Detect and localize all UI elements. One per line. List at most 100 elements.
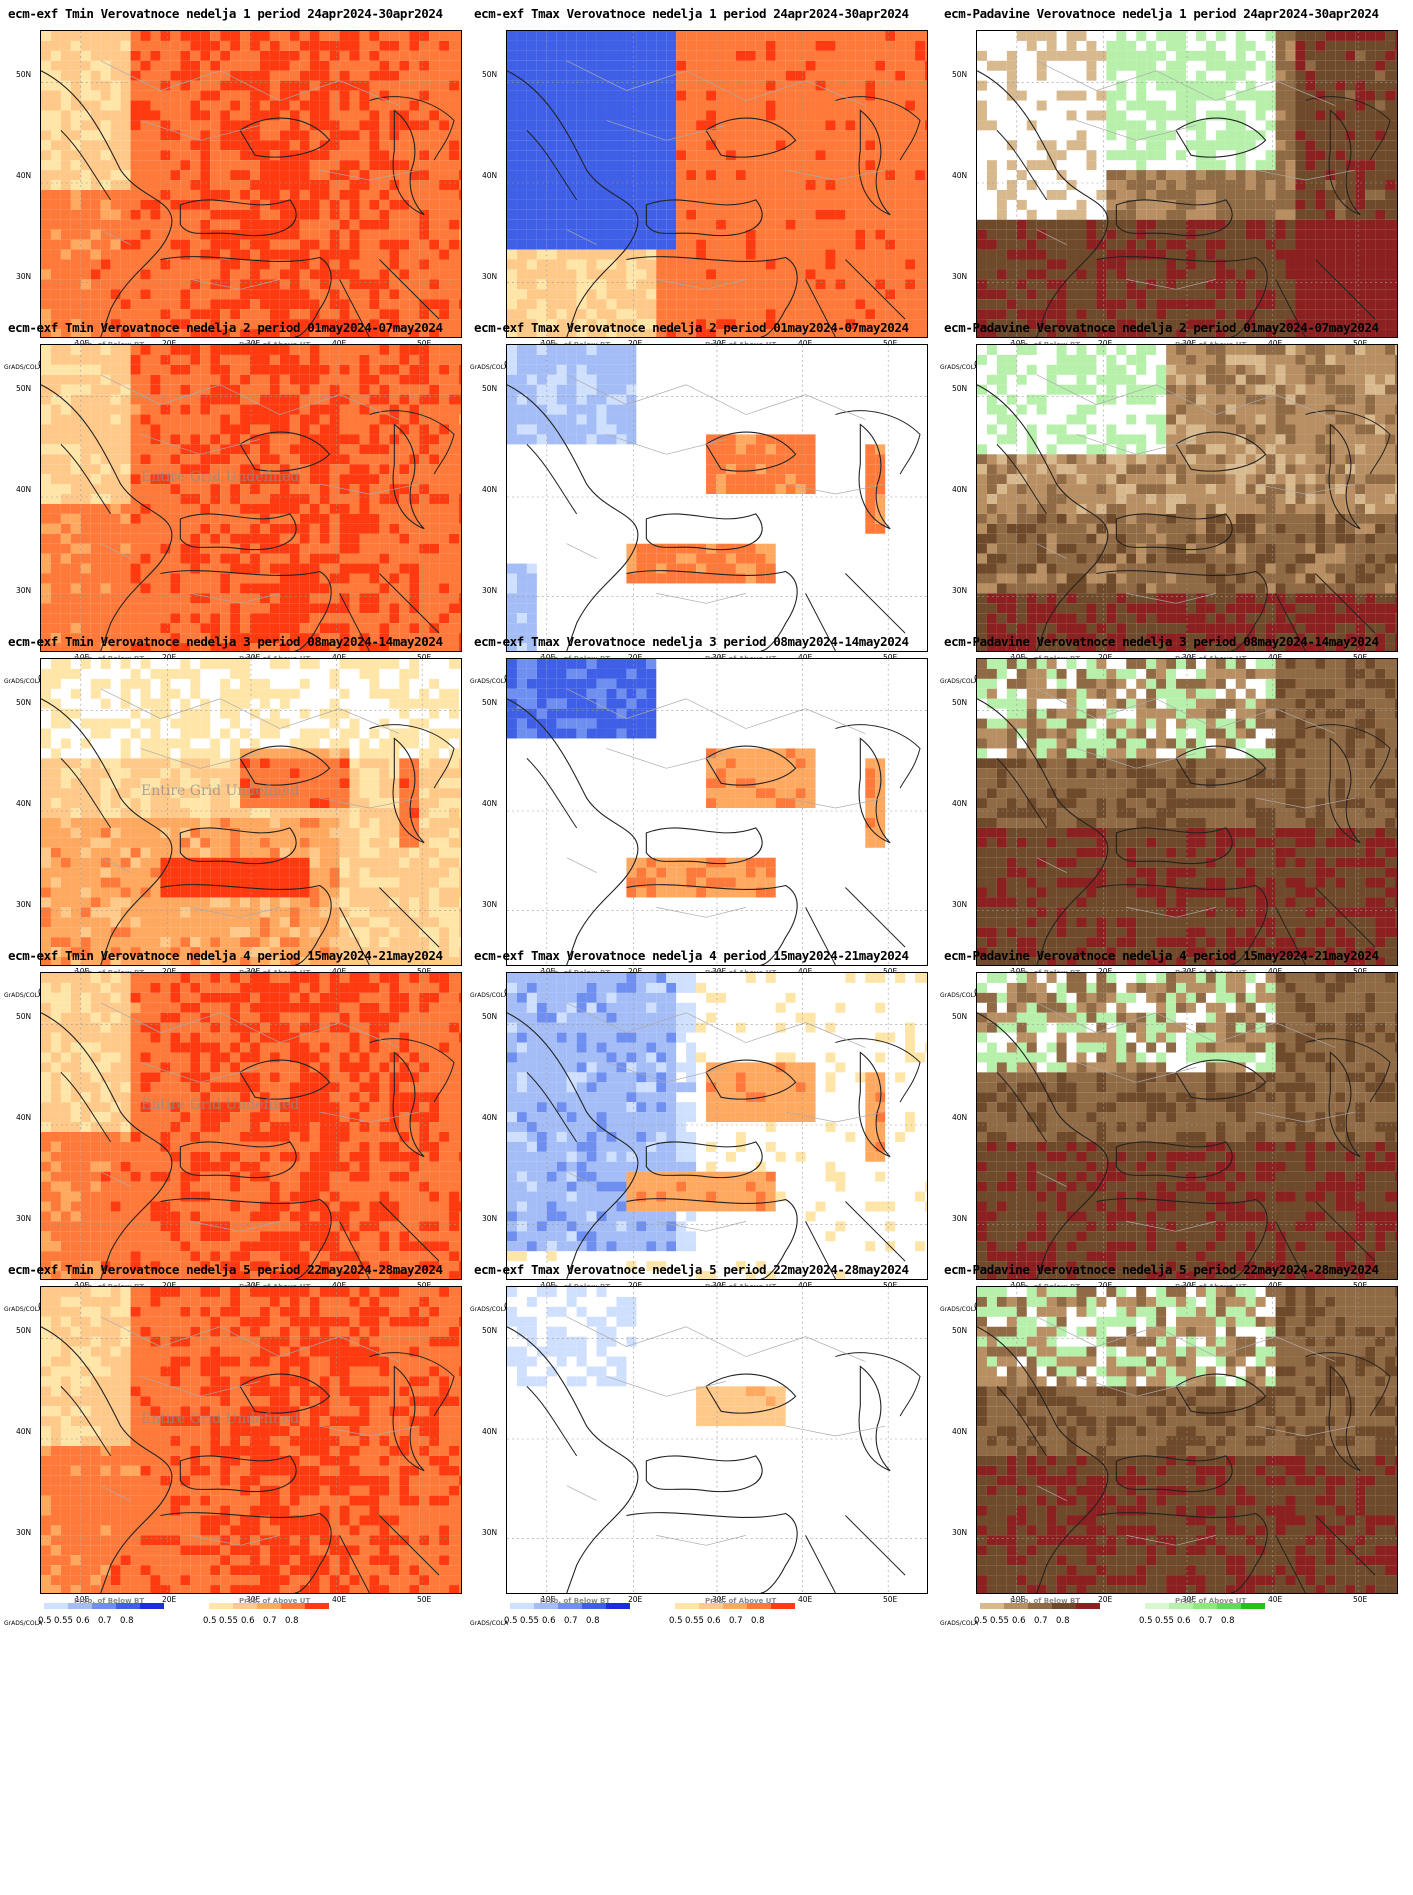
longitude-tick-label: 20E	[162, 339, 176, 348]
probability-map	[976, 30, 1398, 338]
colorbar-value: 0.6	[1177, 1616, 1191, 1626]
longitude-tick-label: 40E	[332, 653, 346, 662]
panel-title: ecm-Padavine Verovatnoce nedelja 5 perio…	[944, 1262, 1379, 1277]
latitude-tick-label: 50N	[952, 384, 968, 393]
latitude-tick-label: 40N	[952, 485, 968, 494]
grads-credit: GrADS/COLA	[940, 678, 979, 685]
latitude-tick-label: 40N	[16, 799, 32, 808]
longitude-tick-label: 10E	[541, 339, 555, 348]
colorbar-swatch	[675, 1603, 699, 1609]
longitude-tick-label: 20E	[628, 339, 642, 348]
undefined-grid-overlay: Entire Grid Undefined	[141, 1097, 300, 1113]
forecast-panel: ecm-exf Tmax Verovatnoce nedelja 1 perio…	[470, 0, 930, 376]
longitude-tick-label: 40E	[798, 653, 812, 662]
grads-credit: GrADS/COLA	[470, 678, 509, 685]
colorbar-value: 0.6	[241, 1616, 255, 1626]
longitude-tick-label: 40E	[798, 967, 812, 976]
probability-map	[976, 972, 1398, 1280]
longitude-tick-label: 30E	[246, 1595, 261, 1604]
colorbar-swatch	[140, 1603, 164, 1609]
longitude-tick-label: 10E	[541, 1595, 556, 1604]
longitude-tick-label: 40E	[332, 967, 346, 976]
latitude-tick-label: 30N	[16, 1214, 32, 1223]
probability-map	[40, 30, 462, 338]
latitude-tick-label: 30N	[482, 1528, 498, 1537]
colorbar-swatch	[534, 1603, 558, 1609]
colorbar-value: 0.8	[1056, 1616, 1070, 1626]
colorbar-swatch	[44, 1603, 68, 1609]
panel-title: ecm-Padavine Verovatnoce nedelja 1 perio…	[944, 6, 1379, 21]
longitude-tick-label: 50E	[1353, 653, 1367, 662]
longitude-tick-label: 50E	[883, 339, 897, 348]
forecast-panel: ecm-Padavine Verovatnoce nedelja 4 perio…	[940, 942, 1400, 1318]
longitude-tick-label: 50E	[1353, 967, 1367, 976]
forecast-panel: ecm-exf Tmax Verovatnoce nedelja 2 perio…	[470, 314, 930, 690]
longitude-tick-label: 20E	[1098, 1281, 1112, 1290]
latitude-tick-label: 30N	[482, 272, 498, 281]
probability-map	[506, 658, 928, 966]
longitude-tick-label: 40E	[332, 1595, 347, 1604]
undefined-grid-overlay: Entire Grid Undefined	[141, 1411, 300, 1427]
longitude-tick-label: 30E	[712, 1281, 726, 1290]
colorbar-swatch	[1193, 1603, 1217, 1609]
longitude-tick-label: 10E	[541, 967, 555, 976]
longitude-tick-label: 20E	[628, 967, 642, 976]
forecast-panel: ecm-exf Tmin Verovatnoce nedelja 4 perio…	[4, 942, 464, 1318]
colorbar-below	[510, 1603, 630, 1609]
undefined-grid-overlay: Entire Grid Undefined	[141, 469, 300, 485]
longitude-tick-label: 10E	[1011, 339, 1025, 348]
longitude-tick-label: 50E	[1353, 1281, 1367, 1290]
colorbar-swatch	[1241, 1603, 1265, 1609]
forecast-panel: ecm-exf Tmin Verovatnoce nedelja 5 perio…	[4, 1256, 464, 1632]
longitude-tick-label: 30E	[1182, 967, 1196, 976]
latitude-tick-label: 40N	[482, 1113, 498, 1122]
colorbar-title: Prob. of Above UT	[1175, 1597, 1247, 1605]
colorbar-value: 0.6	[1012, 1616, 1026, 1626]
colorbar-title: Prob. of Above UT	[705, 1597, 777, 1605]
colorbar-value: 0.55	[990, 1616, 1009, 1626]
colorbar-swatch	[1004, 1603, 1028, 1609]
colorbar-value: 0.7	[98, 1616, 112, 1626]
panel-title: ecm-exf Tmin Verovatnoce nedelja 1 perio…	[8, 6, 443, 21]
longitude-tick-label: 50E	[417, 967, 431, 976]
longitude-tick-label: 40E	[1268, 1595, 1283, 1604]
colorbar-value: 0.8	[120, 1616, 134, 1626]
latitude-tick-label: 30N	[482, 1214, 498, 1223]
latitude-tick-label: 50N	[952, 70, 968, 79]
longitude-tick-label: 50E	[883, 1281, 897, 1290]
colorbar-above	[209, 1603, 329, 1609]
latitude-tick-label: 40N	[482, 171, 498, 180]
latitude-tick-label: 50N	[482, 698, 498, 707]
longitude-tick-label: 20E	[1098, 653, 1112, 662]
longitude-tick-label: 10E	[75, 967, 89, 976]
grads-credit: GrADS/COLA	[470, 1620, 509, 1627]
latitude-tick-label: 50N	[16, 1012, 32, 1021]
latitude-tick-label: 40N	[16, 1113, 32, 1122]
colorbar-swatch	[233, 1603, 257, 1609]
longitude-tick-label: 50E	[417, 1281, 431, 1290]
longitude-tick-label: 50E	[883, 653, 897, 662]
panel-title: ecm-exf Tmin Verovatnoce nedelja 3 perio…	[8, 634, 443, 649]
grads-credit: GrADS/COLA	[470, 1306, 509, 1313]
latitude-tick-label: 30N	[952, 1214, 968, 1223]
grads-credit: GrADS/COLA	[4, 364, 43, 371]
colorbar-above	[675, 1603, 795, 1609]
latitude-tick-label: 40N	[482, 485, 498, 494]
colorbar-swatch	[510, 1603, 534, 1609]
longitude-tick-label: 40E	[798, 1595, 813, 1604]
latitude-tick-label: 50N	[482, 1326, 498, 1335]
probability-map: Entire Grid Undefined	[40, 658, 462, 966]
latitude-tick-label: 30N	[952, 586, 968, 595]
panel-title: ecm-exf Tmax Verovatnoce nedelja 2 perio…	[474, 320, 909, 335]
longitude-tick-label: 50E	[883, 1595, 898, 1604]
forecast-panel: ecm-Padavine Verovatnoce nedelja 2 perio…	[940, 314, 1400, 690]
colorbar-swatch	[1028, 1603, 1052, 1609]
latitude-tick-label: 50N	[952, 698, 968, 707]
forecast-panel: ecm-Padavine Verovatnoce nedelja 3 perio…	[940, 628, 1400, 1004]
colorbar-title: Prob. of Below BT	[74, 1597, 145, 1605]
colorbar-value: 0.5	[669, 1616, 683, 1626]
